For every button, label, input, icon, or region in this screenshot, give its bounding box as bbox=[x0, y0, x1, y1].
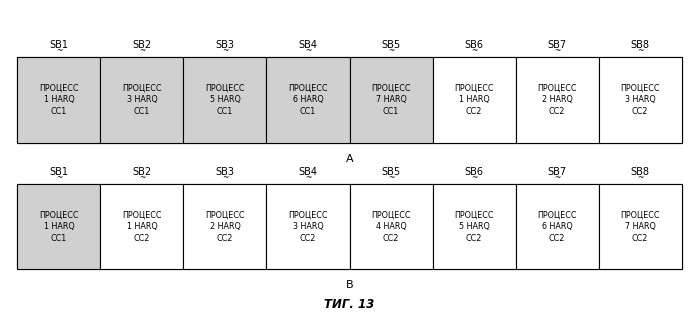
Text: B: B bbox=[346, 280, 353, 290]
Bar bbox=[101, 57, 183, 143]
Bar bbox=[350, 57, 433, 143]
Bar bbox=[17, 57, 682, 143]
Text: ~: ~ bbox=[471, 173, 477, 182]
Text: A: A bbox=[346, 153, 353, 164]
Text: ~: ~ bbox=[554, 173, 560, 182]
Text: SB5: SB5 bbox=[382, 40, 401, 50]
Text: ~: ~ bbox=[637, 46, 643, 55]
Text: ~: ~ bbox=[222, 46, 228, 55]
Text: ПРОЦЕСС
2 HARQ
CC2: ПРОЦЕСС 2 HARQ CC2 bbox=[538, 84, 577, 116]
Text: SB8: SB8 bbox=[630, 167, 649, 177]
Text: ПРОЦЕСС
1 HARQ
CC1: ПРОЦЕСС 1 HARQ CC1 bbox=[39, 84, 79, 116]
Text: SB7: SB7 bbox=[547, 167, 567, 177]
Text: ~: ~ bbox=[56, 173, 62, 182]
Text: ПРОЦЕСС
6 HARQ
CC2: ПРОЦЕСС 6 HARQ CC2 bbox=[538, 211, 577, 243]
Text: SB3: SB3 bbox=[215, 40, 234, 50]
Text: ПРОЦЕСС
1 HARQ
CC2: ПРОЦЕСС 1 HARQ CC2 bbox=[122, 211, 161, 243]
Text: ПРОЦЕСС
3 HARQ
CC1: ПРОЦЕСС 3 HARQ CC1 bbox=[122, 84, 161, 116]
Bar bbox=[17, 184, 101, 269]
Text: ~: ~ bbox=[222, 173, 228, 182]
Text: ~: ~ bbox=[637, 173, 643, 182]
Text: ~: ~ bbox=[139, 173, 145, 182]
Text: ПРОЦЕСС
6 HARQ
CC1: ПРОЦЕСС 6 HARQ CC1 bbox=[288, 84, 328, 116]
Text: ПРОЦЕСС
3 HARQ
CC2: ПРОЦЕСС 3 HARQ CC2 bbox=[288, 211, 328, 243]
Text: ΤИГ. 13: ΤИГ. 13 bbox=[324, 298, 375, 311]
Text: ПРОЦЕСС
7 HARQ
CC2: ПРОЦЕСС 7 HARQ CC2 bbox=[620, 211, 660, 243]
Text: ~: ~ bbox=[554, 46, 560, 55]
Bar bbox=[515, 184, 598, 269]
Text: SB2: SB2 bbox=[132, 40, 152, 50]
Text: ~: ~ bbox=[139, 46, 145, 55]
Bar bbox=[433, 184, 516, 269]
Text: ПРОЦЕСС
3 HARQ
CC2: ПРОЦЕСС 3 HARQ CC2 bbox=[620, 84, 660, 116]
Text: ПРОЦЕСС
5 HARQ
CC2: ПРОЦЕСС 5 HARQ CC2 bbox=[454, 211, 493, 243]
Text: ПРОЦЕСС
2 HARQ
CC2: ПРОЦЕСС 2 HARQ CC2 bbox=[206, 211, 245, 243]
Text: SB3: SB3 bbox=[215, 167, 234, 177]
Bar bbox=[17, 184, 682, 269]
Text: SB1: SB1 bbox=[50, 40, 69, 50]
Bar bbox=[598, 184, 682, 269]
Text: ~: ~ bbox=[56, 46, 62, 55]
Text: ПРОЦЕСС
7 HARQ
CC1: ПРОЦЕСС 7 HARQ CC1 bbox=[371, 84, 411, 116]
Text: SB6: SB6 bbox=[465, 40, 484, 50]
Bar bbox=[101, 184, 183, 269]
Text: SB1: SB1 bbox=[50, 167, 69, 177]
Text: SB4: SB4 bbox=[298, 40, 317, 50]
Bar bbox=[350, 184, 433, 269]
Text: ~: ~ bbox=[471, 46, 477, 55]
Text: ~: ~ bbox=[388, 173, 394, 182]
Text: SB5: SB5 bbox=[382, 167, 401, 177]
Bar bbox=[183, 57, 266, 143]
Bar bbox=[433, 57, 516, 143]
Bar bbox=[266, 184, 350, 269]
Text: ПРОЦЕСС
1 HARQ
CC1: ПРОЦЕСС 1 HARQ CC1 bbox=[39, 211, 79, 243]
Text: ~: ~ bbox=[388, 46, 394, 55]
Text: ПРОЦЕСС
5 HARQ
CC1: ПРОЦЕСС 5 HARQ CC1 bbox=[206, 84, 245, 116]
Text: ПРОЦЕСС
4 HARQ
CC2: ПРОЦЕСС 4 HARQ CC2 bbox=[371, 211, 411, 243]
Text: SB8: SB8 bbox=[630, 40, 649, 50]
Text: SB6: SB6 bbox=[465, 167, 484, 177]
Text: ПРОЦЕСС
1 HARQ
CC2: ПРОЦЕСС 1 HARQ CC2 bbox=[454, 84, 493, 116]
Bar bbox=[598, 57, 682, 143]
Bar bbox=[266, 57, 350, 143]
Text: SB2: SB2 bbox=[132, 167, 152, 177]
Text: ~: ~ bbox=[305, 46, 311, 55]
Text: SB4: SB4 bbox=[298, 167, 317, 177]
Bar bbox=[183, 184, 266, 269]
Text: SB7: SB7 bbox=[547, 40, 567, 50]
Text: ~: ~ bbox=[305, 173, 311, 182]
Bar bbox=[515, 57, 598, 143]
Bar bbox=[17, 57, 101, 143]
